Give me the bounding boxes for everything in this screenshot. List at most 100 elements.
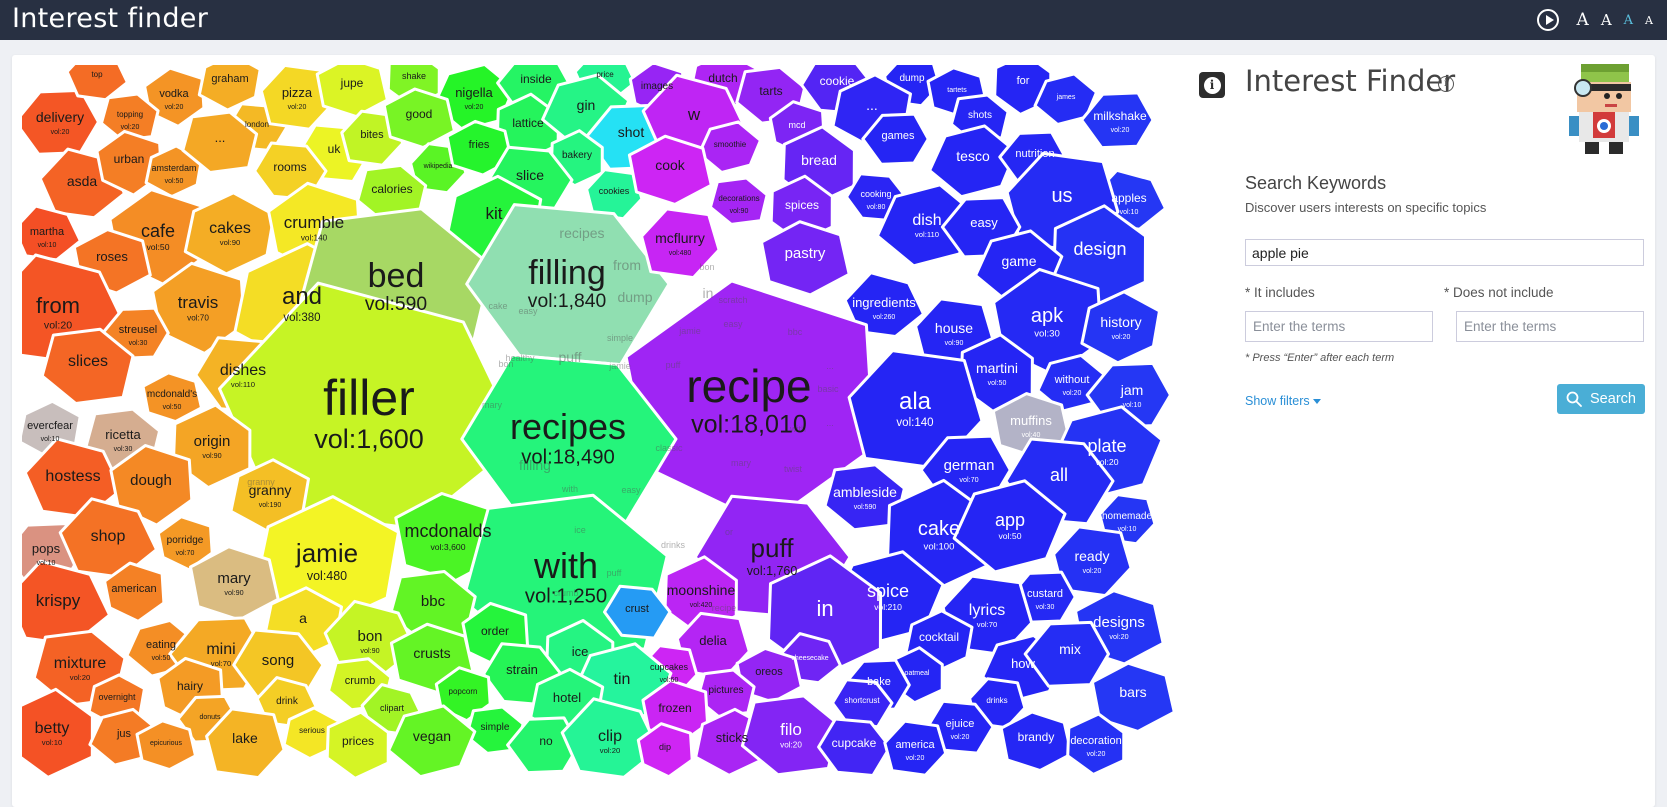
font-size-button-lg[interactable]: A xyxy=(1600,10,1612,29)
excludes-input[interactable] xyxy=(1456,311,1644,342)
keyword-input[interactable] xyxy=(1245,239,1644,266)
voronoi-cell[interactable] xyxy=(1080,91,1155,150)
voronoi-cell-volume: vol:20 xyxy=(780,741,802,750)
voronoi-cell[interactable] xyxy=(205,707,286,780)
voronoi-cell[interactable] xyxy=(445,119,513,177)
voronoi-cell[interactable] xyxy=(65,65,129,102)
voronoi-cell-label: decoration xyxy=(1070,735,1121,747)
voronoi-cell[interactable] xyxy=(434,666,492,723)
play-icon[interactable] xyxy=(1536,9,1559,31)
search-button[interactable]: Search xyxy=(1557,384,1645,414)
voronoi-cell-label: delivery xyxy=(36,109,84,125)
voronoi-cell-volume: vol:590 xyxy=(854,504,877,511)
voronoi-cell[interactable] xyxy=(636,722,694,779)
voronoi-inner-word: jamie xyxy=(608,361,631,371)
voronoi-cell-label: slices xyxy=(68,353,108,370)
voronoi-cell-label: urban xyxy=(114,152,145,166)
voronoi-cell[interactable] xyxy=(883,719,948,777)
voronoi-cell-label: dish xyxy=(912,212,941,229)
voronoi-cell-label: nigella xyxy=(455,85,493,100)
voronoi-cell[interactable] xyxy=(999,710,1073,772)
voronoi-cell-label: milkshake xyxy=(1093,109,1147,123)
voronoi-cell-volume: vol:10 xyxy=(37,560,56,567)
voronoi-cell[interactable] xyxy=(760,220,851,297)
voronoi-cell-volume: vol:10 xyxy=(41,436,60,443)
voronoi-cell-volume: vol:40 xyxy=(1022,432,1041,439)
voronoi-cell[interactable] xyxy=(1080,290,1161,365)
voronoi-cell-label: cookie xyxy=(820,74,855,88)
voronoi-cell[interactable] xyxy=(560,697,661,779)
voronoi-cell[interactable] xyxy=(387,704,477,779)
voronoi-cell-label: shake xyxy=(402,71,426,81)
voronoi-cell[interactable] xyxy=(831,678,894,729)
voronoi-cell[interactable] xyxy=(22,687,94,779)
voronoi-cell-label: and xyxy=(282,283,322,310)
voronoi-cell-label: cook xyxy=(655,157,686,173)
voronoi-cell-label: cocktail xyxy=(919,630,959,644)
voronoi-cell-label: from xyxy=(36,293,80,318)
voronoi-cell-label: evercfear xyxy=(27,420,73,432)
voronoi-cell[interactable] xyxy=(861,112,930,166)
voronoi-cell-label: dump xyxy=(899,73,924,84)
voronoi-cell-label: epicurious xyxy=(150,740,182,747)
voronoi-cell-label: jam xyxy=(1120,382,1144,398)
voronoi-cell[interactable] xyxy=(109,444,194,527)
voronoi-cell[interactable] xyxy=(1033,72,1098,126)
info-icon[interactable]: i xyxy=(1199,72,1225,98)
voronoi-cell-label: history xyxy=(1100,314,1141,330)
includes-input[interactable] xyxy=(1245,311,1433,342)
voronoi-cell[interactable] xyxy=(1023,620,1110,688)
voronoi-cell-label: america xyxy=(895,739,935,751)
voronoi-cell[interactable] xyxy=(135,719,197,772)
voronoi-cell-label: filo xyxy=(780,720,802,739)
voronoi-cell[interactable] xyxy=(141,371,203,424)
font-size-button-md[interactable]: A xyxy=(1623,12,1634,28)
voronoi-treemap: recipes from dump cake easy healthy puff simple… xyxy=(22,65,1229,807)
font-size-button-xl[interactable]: A xyxy=(1576,9,1589,30)
voronoi-cell[interactable] xyxy=(151,261,246,355)
panel-subtitle: Search Keywords xyxy=(1245,173,1387,193)
voronoi-cell[interactable] xyxy=(697,120,762,174)
font-size-button-sm[interactable]: A xyxy=(1645,13,1653,27)
voronoi-cell-label: cafe xyxy=(141,221,175,241)
voronoi-cell-label: app xyxy=(995,510,1025,530)
voronoi-cell-volume: vol:30 xyxy=(129,340,148,347)
voronoi-cell[interactable] xyxy=(181,110,259,174)
voronoi-cell-volume: vol:20 xyxy=(1111,127,1130,134)
voronoi-cell-label: jamie xyxy=(295,538,358,568)
voronoi-cell[interactable] xyxy=(640,207,721,280)
voronoi-inner-word: ice xyxy=(574,525,586,535)
app-title: Interest finder xyxy=(12,3,209,34)
voronoi-cell[interactable] xyxy=(603,584,672,640)
show-filters-link[interactable]: Show filters xyxy=(1245,394,1321,408)
voronoi-cell[interactable] xyxy=(843,271,925,338)
voronoi-cell[interactable] xyxy=(708,176,769,226)
voronoi-cell-label: roses xyxy=(96,249,128,264)
voronoi-cell-volume: vol:90 xyxy=(202,451,221,460)
voronoi-cell[interactable] xyxy=(465,203,671,367)
voronoi-cell-volume: vol:70 xyxy=(176,550,195,557)
voronoi-cell[interactable] xyxy=(627,134,713,206)
voronoi-cell-volume: vol:70 xyxy=(959,475,978,484)
voronoi-cell[interactable] xyxy=(952,479,1067,574)
title-info-icon[interactable]: i xyxy=(1438,76,1454,92)
voronoi-inner-word: or xyxy=(725,527,733,537)
voronoi-cell-label: hostess xyxy=(45,468,100,485)
voronoi-cell[interactable] xyxy=(156,515,214,572)
voronoi-cell-label: brandy xyxy=(1018,730,1055,744)
voronoi-cell[interactable] xyxy=(40,327,135,405)
voronoi-cell-label: crumb xyxy=(345,675,376,687)
voronoi-cell-label: filling xyxy=(528,254,605,292)
voronoi-cell[interactable] xyxy=(171,403,252,490)
voronoi-cell[interactable] xyxy=(817,717,892,777)
voronoi-cell[interactable] xyxy=(1066,712,1126,776)
voronoi-cell[interactable] xyxy=(325,710,390,780)
voronoi-cell[interactable] xyxy=(1090,661,1176,733)
voronoi-cell-volume: vol:260 xyxy=(873,314,896,321)
voronoi-cell-volume: vol:1,250 xyxy=(525,585,607,607)
voronoi-cell[interactable] xyxy=(823,463,906,532)
voronoi-cell[interactable] xyxy=(103,561,166,623)
voronoi-cell-volume: vol:20 xyxy=(70,673,90,682)
voronoi-cell[interactable] xyxy=(197,65,262,112)
voronoi-inner-word: puff xyxy=(666,360,681,370)
